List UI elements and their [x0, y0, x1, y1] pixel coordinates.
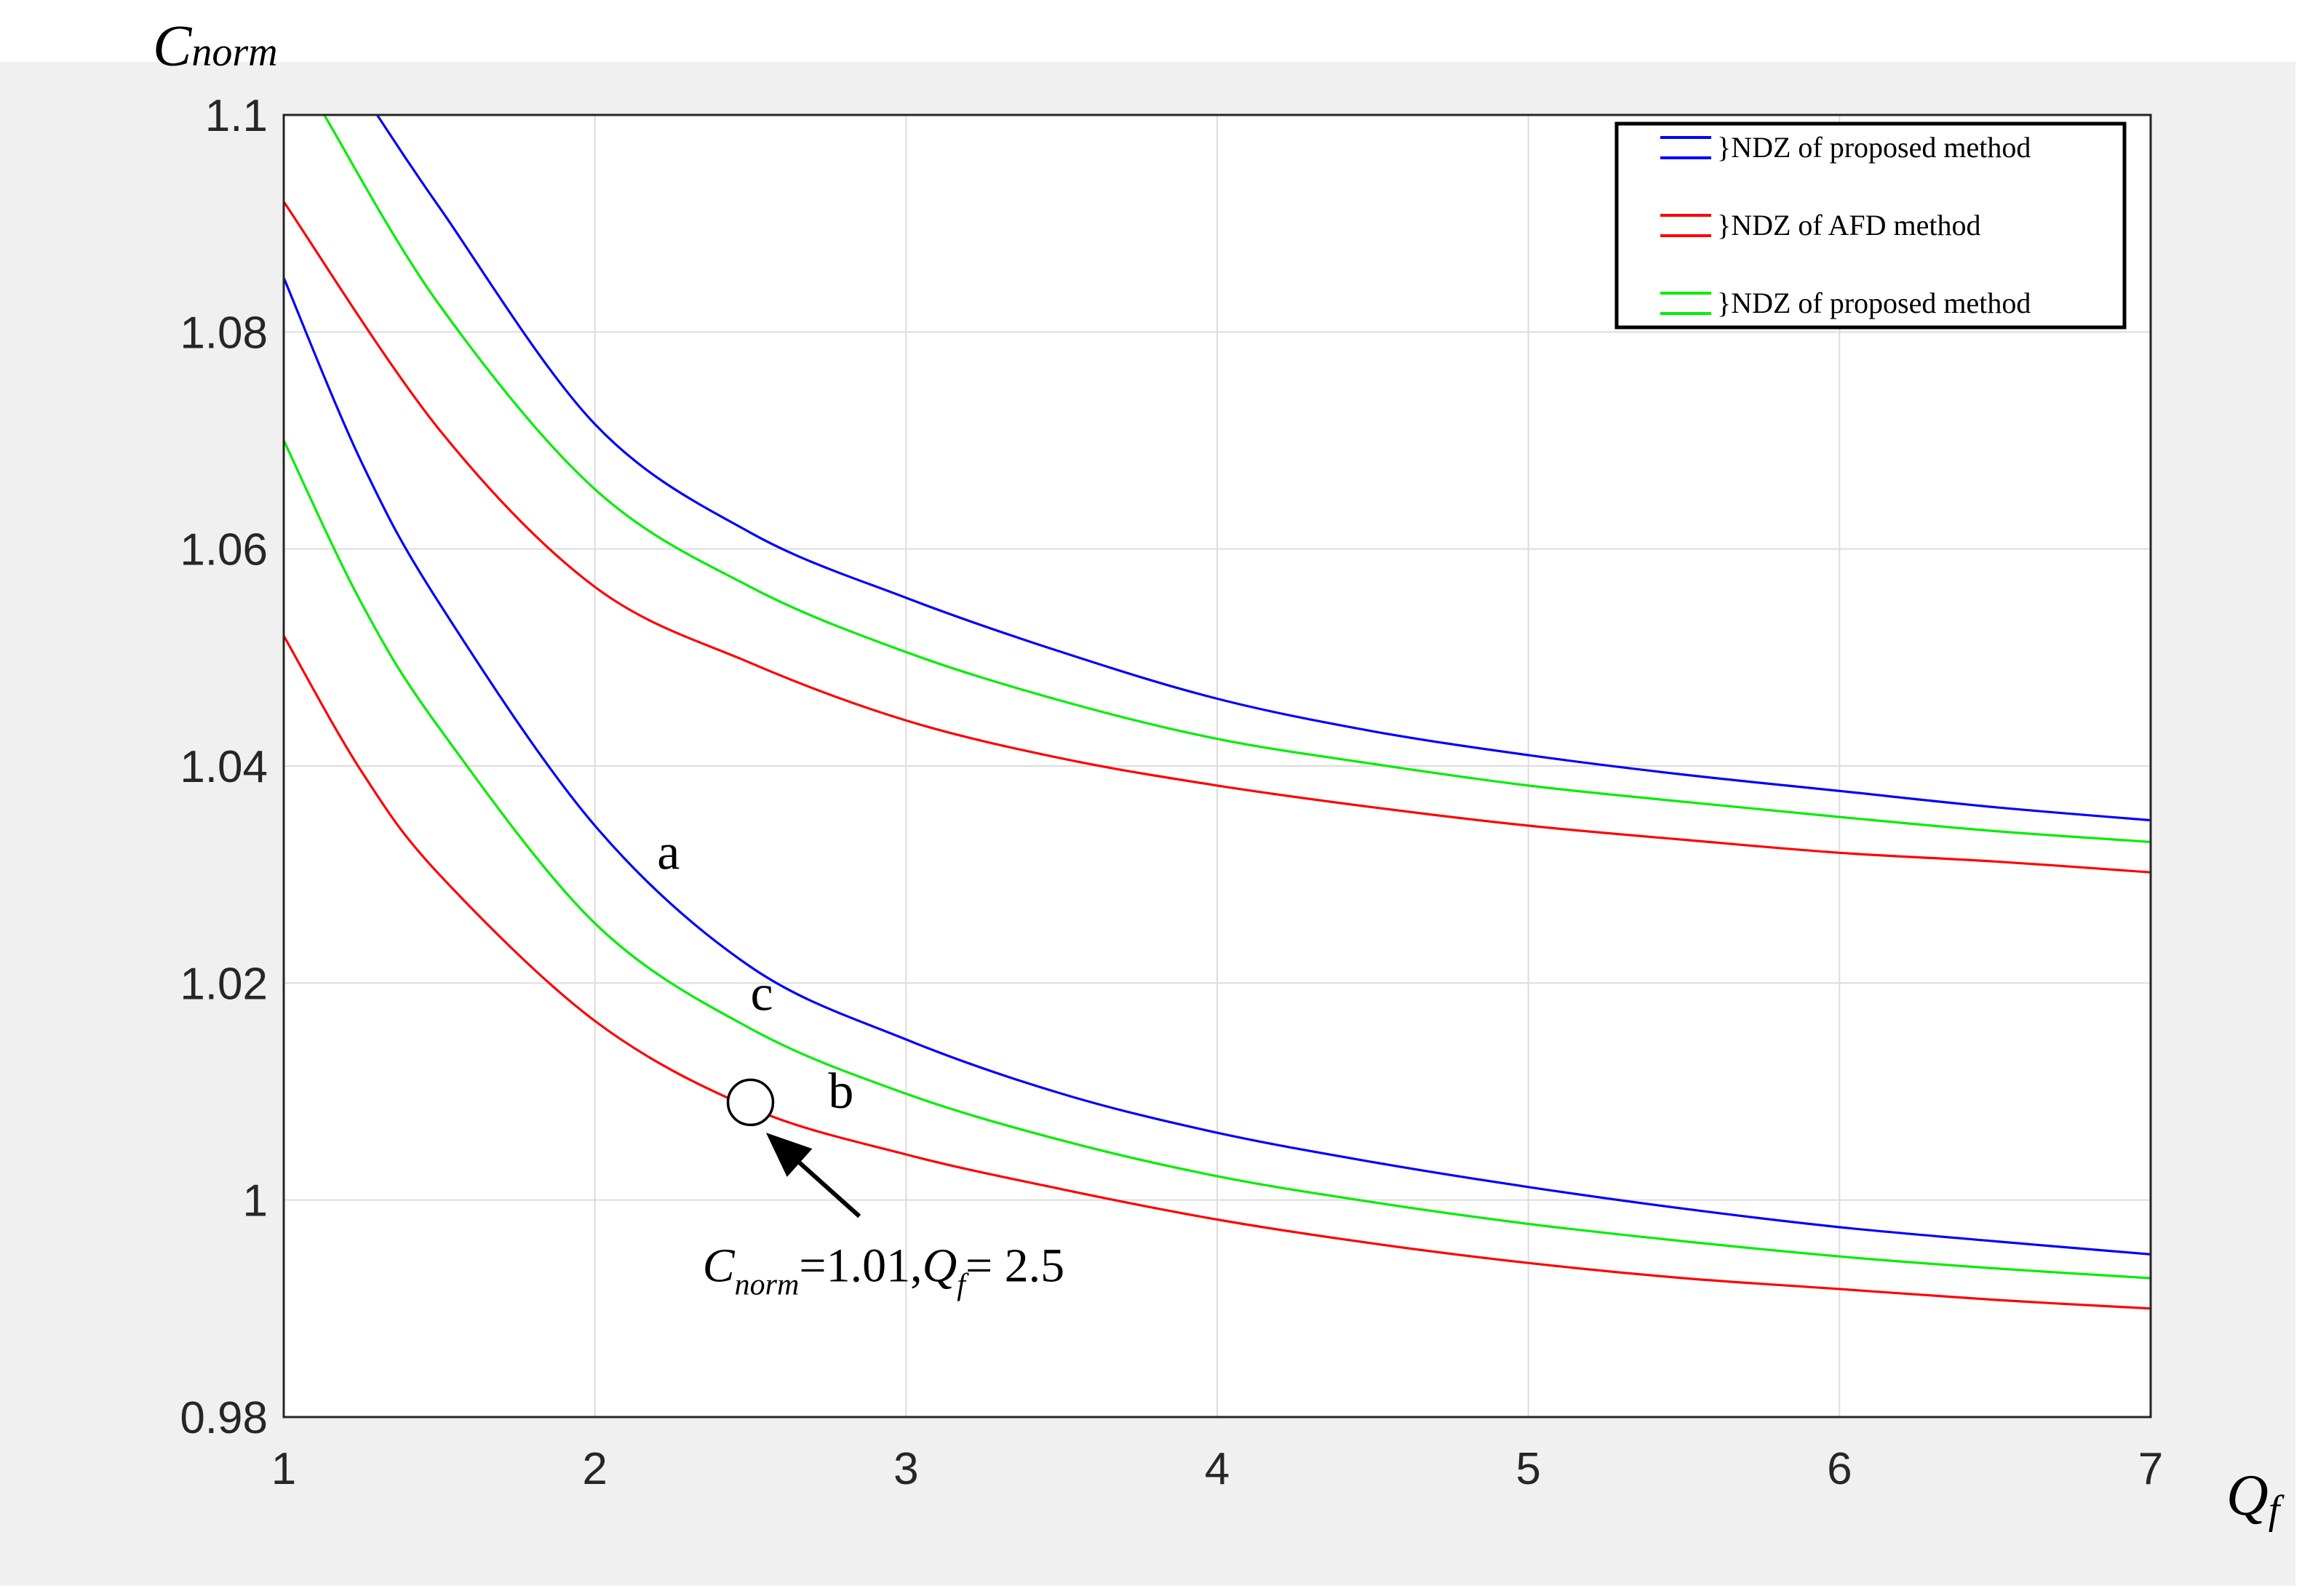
- y-axis-label-main: C: [153, 15, 193, 79]
- y-tick-label: 1.06: [180, 525, 268, 575]
- curve-labels: a cb: [657, 825, 853, 1120]
- legend-label-2: }NDZ of proposed method: [1717, 287, 2031, 319]
- series-line-green-lower: [284, 439, 2151, 1280]
- marker-group: [726, 1078, 861, 1218]
- y-tick-label: 1: [243, 1176, 268, 1226]
- x-tick-label: 4: [1205, 1444, 1230, 1494]
- annotation-arrow-head: [765, 1133, 813, 1177]
- series-line-red-upper: [284, 201, 2151, 874]
- y-axis-label-sub: norm: [191, 30, 277, 75]
- y-tick-label: 1.04: [180, 742, 268, 792]
- x-tick-label: 3: [893, 1444, 918, 1494]
- y-axis-label: Cnorm: [153, 15, 278, 79]
- annotation-c: C: [703, 1240, 736, 1293]
- curve-label-a: a: [657, 825, 680, 881]
- x-tick-label: 7: [2138, 1444, 2163, 1494]
- curve-label-c: c: [751, 966, 773, 1022]
- legend-label-0: }NDZ of proposed method: [1717, 131, 2031, 164]
- series-group: [284, 115, 2151, 1310]
- axes-frame: [282, 113, 2152, 1419]
- curve-label-b: b: [828, 1064, 853, 1120]
- y-tick-label: 1.08: [180, 308, 268, 358]
- x-tick-label: 1: [271, 1444, 296, 1494]
- x-tick-label: 2: [582, 1444, 607, 1494]
- y-tick-label: 1.1: [205, 91, 268, 141]
- series-line-blue-lower: [284, 277, 2151, 1256]
- x-axis-label-main: Q: [2226, 1464, 2269, 1528]
- x-tick-label: 6: [1827, 1444, 1852, 1494]
- series-line-green-upper: [323, 115, 2151, 843]
- series-line-blue-upper: [375, 115, 2151, 822]
- y-tick-label: 0.98: [180, 1393, 268, 1443]
- grid-lines: [284, 115, 2151, 1417]
- annotation-arrow-shaft: [798, 1161, 861, 1218]
- annotation-norm: norm: [735, 1269, 800, 1302]
- legend: }NDZ of proposed method }NDZ of AFD metho…: [1614, 121, 2127, 330]
- annotation-eq2: = 2.5: [965, 1240, 1064, 1293]
- legend-label-1: }NDZ of AFD method: [1717, 209, 1981, 242]
- operating-point-marker: [726, 1078, 775, 1127]
- x-tick-label: 5: [1516, 1444, 1540, 1494]
- series-line-red-lower: [284, 635, 2151, 1310]
- annotation-text: Cnorm=1.01,Qf= 2.5: [703, 1240, 1065, 1302]
- y-tick-label: 1.02: [180, 959, 268, 1009]
- annotation-q: Q: [923, 1240, 957, 1293]
- annotation-eq1: =1.01,: [799, 1240, 922, 1293]
